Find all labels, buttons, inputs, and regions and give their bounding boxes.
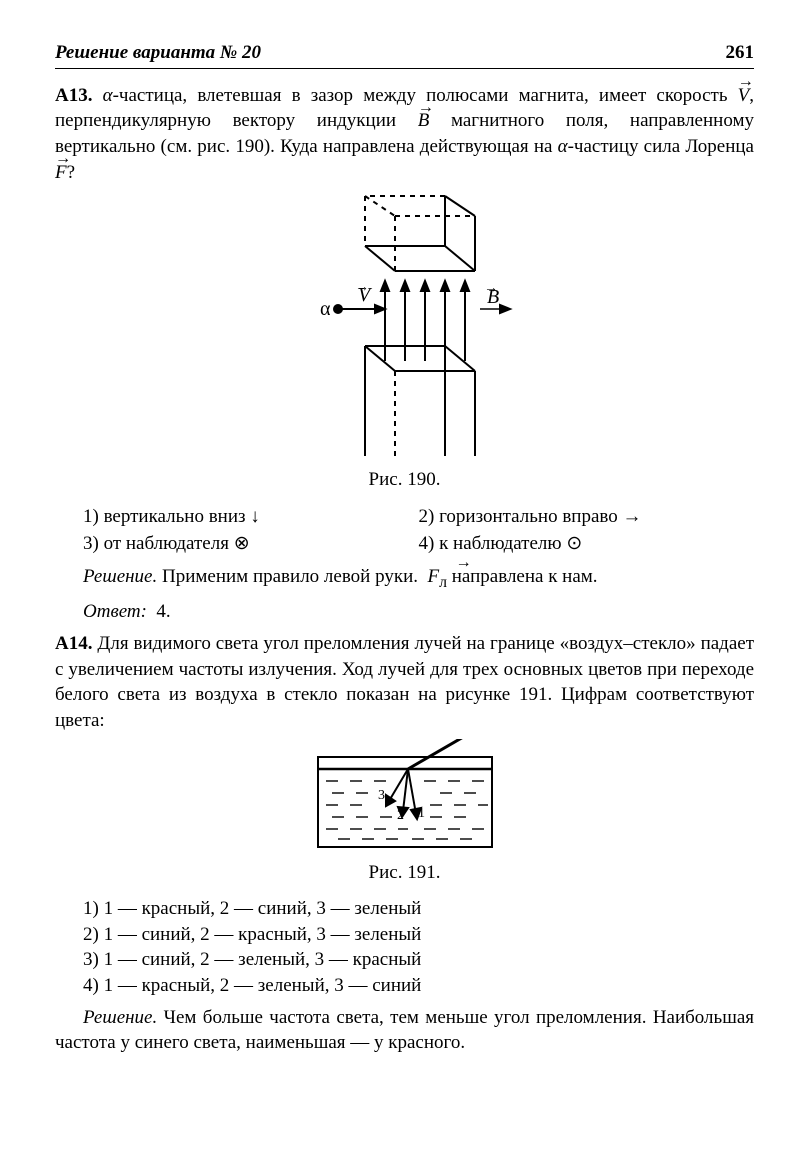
a13-answer-value: 4.: [156, 601, 170, 622]
svg-text:→: →: [484, 281, 498, 296]
svg-text:1: 1: [418, 806, 425, 821]
svg-text:2: 2: [397, 808, 404, 823]
answer-label: Ответ:: [83, 601, 147, 622]
a13-options: 1) вертикально вниз ↓ 2) горизонтально в…: [55, 503, 754, 558]
figure-190: α V → B →: [55, 191, 754, 461]
a13-option-1: 1) вертикально вниз ↓: [83, 503, 419, 531]
fig190-caption: Рис. 190.: [55, 467, 754, 493]
a14-label: А14.: [55, 633, 92, 654]
a14-options: 1) 1 — красный, 2 — синий, 3 — зеленый 2…: [55, 896, 754, 999]
a14-problem: А14. Для видимого света угол преломления…: [55, 631, 754, 734]
a13-answer: Ответ: 4.: [55, 599, 754, 625]
a13-label: А13.: [55, 85, 92, 106]
svg-text:3: 3: [378, 788, 385, 803]
fig191-caption: Рис. 191.: [55, 860, 754, 886]
solution-label: Решение.: [83, 566, 157, 587]
figure-191: 1 2 3: [55, 739, 754, 854]
a14-solution: Решение. Чем больше частота света, тем м…: [55, 1005, 754, 1056]
solution-label-2: Решение.: [83, 1007, 157, 1028]
a14-option-4: 4) 1 — красный, 2 — зеленый, 3 — синий: [83, 973, 754, 999]
svg-text:α: α: [320, 298, 331, 320]
a14-option-3: 3) 1 — синий, 2 — зеленый, 3 — красный: [83, 947, 754, 973]
a14-option-1: 1) 1 — красный, 2 — синий, 3 — зеленый: [83, 896, 754, 922]
a14-option-2: 2) 1 — синий, 2 — красный, 3 — зеленый: [83, 922, 754, 948]
a13-problem: А13. α-частица, влетевшая в зазор между …: [55, 83, 754, 186]
svg-text:→: →: [355, 280, 369, 295]
a13-option-2: 2) горизонтально вправо →: [419, 503, 755, 531]
running-head: Решение варианта № 20: [55, 40, 261, 66]
a13-option-3: 3) от наблюдателя ⊗: [83, 530, 419, 558]
a13-solution: Решение. Применим правило левой руки. Fл…: [55, 564, 754, 593]
page-number: 261: [726, 40, 755, 66]
